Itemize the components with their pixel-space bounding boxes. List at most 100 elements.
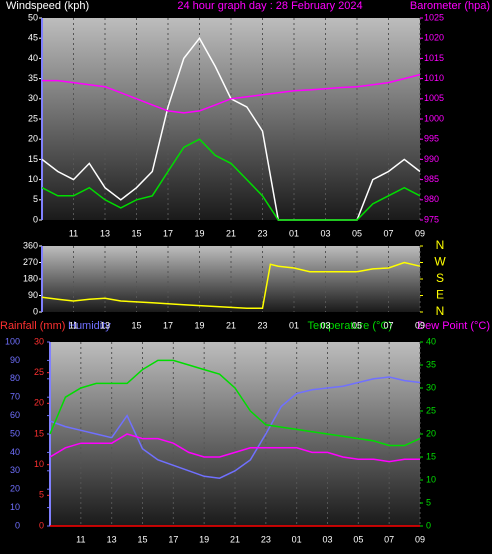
y-tick-label: 90 [28,290,38,300]
y-tick-label: 30 [10,465,20,475]
x-tick-label: 09 [415,228,425,238]
y-tick-label: N [436,238,445,252]
y-tick-label: 1015 [424,53,444,63]
y-tick-label: 30 [426,382,436,392]
y-tick-label: 20 [10,484,20,494]
x-tick-label: 15 [131,320,141,330]
x-tick-label: 23 [261,534,271,544]
y-tick-label: 15 [426,451,436,461]
y-tick-label: 90 [10,355,20,365]
humidity-axis-title: Humidity [68,320,111,332]
y-tick-label: 1005 [424,93,444,103]
series-line [41,138,421,221]
y-tick-label: 50 [10,428,20,438]
x-tick-label: 01 [289,320,299,330]
y-tick-label: 15 [28,154,38,164]
series-line [49,433,420,463]
y-tick-label: 20 [28,134,38,144]
y-tick-label: 25 [34,367,44,377]
x-tick-label: 17 [163,320,173,330]
y-tick-label: 80 [10,373,20,383]
x-tick-label: 13 [100,228,110,238]
x-tick-label: 17 [163,228,173,238]
temperature-axis-title: Temperature (°C) [308,320,392,332]
x-tick-label: 07 [383,320,393,330]
wind-axis-title: Windspeed (kph) [6,0,89,12]
x-tick-label: 11 [69,320,78,330]
y-tick-label: 10 [34,459,44,469]
x-tick-label: 11 [76,534,85,544]
x-tick-label: 05 [352,320,362,330]
y-tick-label: 1020 [424,33,444,43]
y-tick-label: 10 [28,174,38,184]
y-tick-label: 360 [23,240,38,250]
y-tick-label: 50 [28,12,38,22]
series-line [42,73,421,114]
barometer-axis-title: Barometer (hpa) [410,0,490,12]
y-tick-label: N [436,304,445,318]
x-tick-label: 21 [226,320,236,330]
y-tick-label: 5 [39,490,44,500]
x-tick-label: 07 [383,228,393,238]
y-tick-label: 0 [426,520,431,530]
y-tick-label: 0 [39,520,44,530]
y-tick-label: 35 [426,359,436,369]
y-tick-label: 70 [10,392,20,402]
y-tick-label: 60 [10,410,20,420]
y-tick-label: 30 [28,93,38,103]
x-tick-label: 19 [194,320,204,330]
x-tick-label: 23 [257,228,267,238]
series-line [49,359,421,447]
y-tick-label: 5 [33,194,38,204]
x-tick-label: 21 [230,534,240,544]
y-tick-label: 5 [426,497,431,507]
x-tick-label: 09 [415,534,425,544]
y-tick-label: 270 [23,257,38,267]
x-tick-label: 07 [384,534,394,544]
y-tick-label: S [436,271,444,285]
x-tick-label: 21 [226,228,236,238]
x-tick-label: 03 [322,534,332,544]
x-tick-label: 23 [257,320,267,330]
y-tick-label: 20 [426,428,436,438]
x-tick-label: 17 [168,534,178,544]
chart-title: 24 hour graph day : 28 February 2024 [177,0,362,12]
y-tick-label: 10 [426,474,436,484]
y-tick-label: W [434,255,446,269]
rain-axis-title: Rainfall (mm) [0,320,65,332]
y-tick-label: 990 [424,154,439,164]
x-tick-label: 09 [415,320,425,330]
y-tick-label: 1000 [424,113,444,123]
x-tick-label: 15 [137,534,147,544]
y-tick-label: 40 [426,336,436,346]
series-line [49,376,421,479]
y-tick-label: 40 [10,447,20,457]
y-tick-label: 180 [23,273,38,283]
dewpoint-axis-title: Dew Point (°C) [417,320,490,332]
y-tick-label: 40 [28,53,38,63]
y-tick-label: 25 [426,405,436,415]
y-tick-label: 0 [33,306,38,316]
y-tick-label: 25 [28,113,38,123]
x-tick-label: 19 [194,228,204,238]
x-tick-label: 03 [320,320,330,330]
y-tick-label: 0 [33,214,38,224]
x-tick-label: 15 [131,228,141,238]
y-tick-label: 1025 [424,12,444,22]
y-tick-label: E [436,288,444,302]
y-tick-label: 995 [424,134,439,144]
y-tick-label: 100 [5,336,20,346]
y-tick-label: 1010 [424,73,444,83]
y-tick-label: 980 [424,194,439,204]
x-tick-label: 03 [320,228,330,238]
x-tick-label: 01 [292,534,302,544]
y-tick-label: 20 [34,398,44,408]
y-tick-label: 15 [34,428,44,438]
y-tick-label: 985 [424,174,439,184]
y-tick-label: 35 [28,73,38,83]
x-tick-label: 11 [69,228,78,238]
x-tick-label: 19 [199,534,209,544]
y-tick-label: 45 [28,33,38,43]
x-tick-label: 13 [100,320,110,330]
